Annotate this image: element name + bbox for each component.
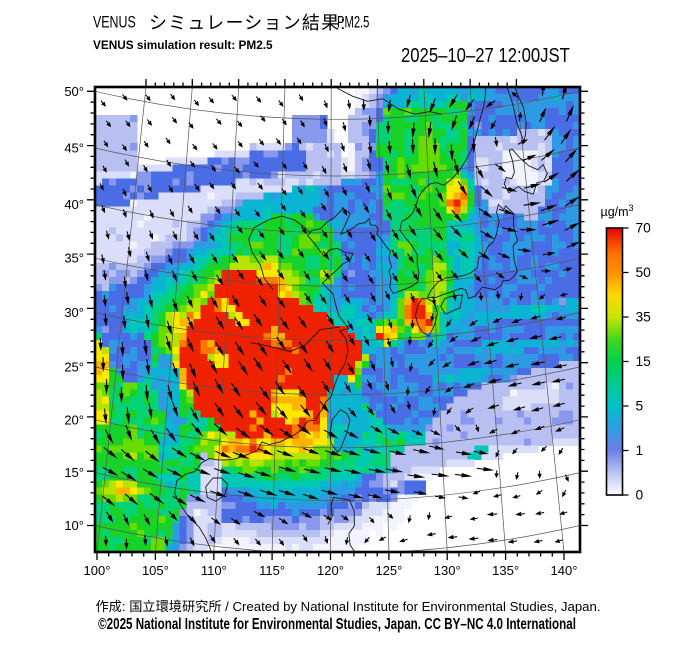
svg-text:70: 70 [636,221,652,236]
svg-text:25°: 25° [64,359,84,374]
svg-text:20°: 20° [64,412,84,427]
svg-text:50°: 50° [64,84,84,99]
svg-text:2025–10–27 12:00JST: 2025–10–27 12:00JST [401,44,570,67]
svg-text:115°: 115° [259,563,285,578]
svg-text:©2025 National Institute for E: ©2025 National Institute for Environment… [98,614,576,632]
svg-text:µg/m3: µg/m3 [601,203,634,219]
svg-text:VENUS: VENUS [93,14,136,32]
svg-text:15: 15 [636,354,652,369]
svg-text:130°: 130° [434,563,461,578]
svg-text:100°: 100° [84,563,111,578]
svg-text:140°: 140° [551,563,578,578]
svg-text:作成: 国立環境研究所 / Created by Natio: 作成: 国立環境研究所 / Created by National Instit… [96,599,601,614]
svg-text:PM2.5: PM2.5 [337,13,369,32]
svg-text:40°: 40° [64,197,84,212]
svg-text:105°: 105° [142,563,169,578]
svg-text:1: 1 [636,443,644,458]
svg-text:30°: 30° [64,305,84,320]
svg-text:50: 50 [636,265,652,280]
svg-text:5: 5 [636,399,644,414]
svg-text:120°: 120° [317,563,344,578]
svg-text:10°: 10° [64,518,84,533]
svg-text:45°: 45° [64,141,84,156]
svg-text:VENUS simulation result: PM2.5: VENUS simulation result: PM2.5 [93,38,273,52]
svg-text:35°: 35° [64,251,84,266]
svg-text:シミュレーション結果:: シミュレーション結果: [149,13,346,33]
svg-text:15°: 15° [64,465,84,480]
svg-text:125°: 125° [375,563,402,578]
svg-text:0: 0 [636,488,644,503]
svg-text:35: 35 [636,310,652,325]
svg-text:110°: 110° [201,563,227,578]
svg-text:135°: 135° [492,563,519,578]
